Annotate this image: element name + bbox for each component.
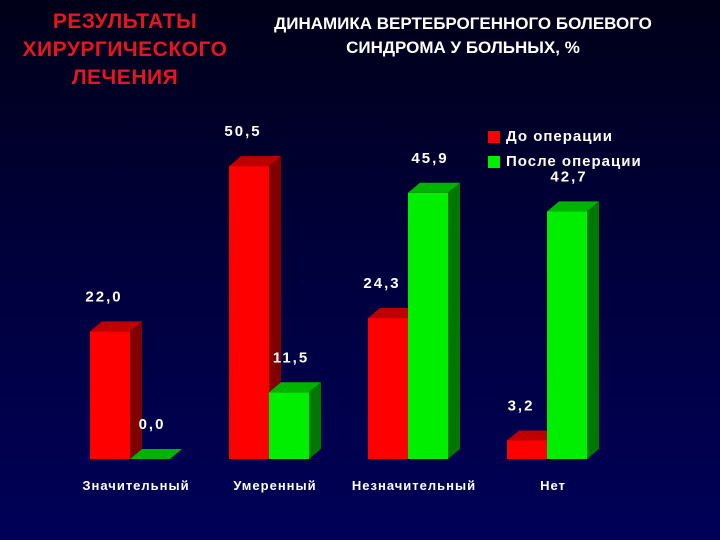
bar-side: [309, 382, 321, 459]
bar-top: [130, 449, 182, 459]
bar-before-2: [229, 156, 281, 459]
bar-top: [547, 201, 599, 212]
bar-front: [507, 440, 547, 459]
bar-after-2: [269, 382, 321, 459]
value-label-before-2: 50,5: [224, 123, 261, 140]
legend-swatch-after: [488, 155, 500, 168]
bar-front: [229, 166, 269, 459]
bar-front: [547, 211, 587, 459]
value-label-after-4: 42,7: [550, 168, 587, 185]
bar-side: [587, 201, 599, 459]
value-label-after-3: 45,9: [411, 150, 448, 167]
bar-side: [130, 321, 142, 459]
bar-before-1: [90, 321, 142, 459]
bar-top: [408, 182, 460, 193]
bar-top: [269, 382, 321, 393]
value-label-before-3: 24,3: [363, 275, 400, 292]
bar-front: [368, 318, 408, 459]
title-left-line-2: ХИРУРГИЧЕСКОГО: [22, 38, 228, 61]
bar-side: [269, 156, 281, 459]
category-label-2: Умеренный: [233, 478, 316, 493]
bar-top: [90, 321, 142, 332]
chart-title-left: РЕЗУЛЬТАТЫ ХИРУРГИЧЕСКОГО ЛЕЧЕНИЯ: [6, 8, 244, 92]
bar-front: [408, 192, 448, 459]
bar-front: [90, 331, 130, 459]
title-left-line-3: ЛЕЧЕНИЯ: [71, 66, 179, 89]
category-label-3: Незначительный: [352, 478, 476, 493]
legend-item-after: После операции: [488, 149, 642, 174]
bar-after-1: [130, 449, 182, 459]
category-label-1: Значительный: [82, 478, 189, 493]
title-left-line-1: РЕЗУЛЬТАТЫ: [52, 10, 198, 33]
legend-label-before: До операции: [506, 128, 613, 145]
bar-side: [448, 182, 460, 459]
bar-after-4: [547, 201, 599, 459]
value-label-before-1: 22,0: [85, 288, 122, 305]
value-label-after-1: 0,0: [139, 416, 166, 433]
bar-top: [368, 308, 420, 319]
chart-title-right: ДИНАМИКА ВЕРТЕБРОГЕННОГО БОЛЕВОГО СИНДРО…: [228, 12, 698, 60]
value-label-after-2: 11,5: [273, 349, 309, 366]
bar-top: [507, 430, 559, 441]
chart-legend: До операции После операции: [488, 124, 642, 174]
bar-front: [269, 392, 309, 459]
value-label-before-4: 3,2: [508, 397, 535, 414]
legend-label-after: После операции: [506, 153, 642, 170]
title-right-line-1: ДИНАМИКА ВЕРТЕБРОГЕННОГО БОЛЕВОГО: [274, 14, 652, 33]
bar-after-3: [408, 182, 460, 459]
title-right-line-2: СИНДРОМА У БОЛЬНЫХ, %: [346, 38, 580, 57]
bar-top: [229, 156, 281, 167]
legend-item-before: До операции: [488, 124, 642, 149]
category-label-4: Нет: [540, 478, 566, 493]
legend-swatch-before: [488, 130, 500, 143]
